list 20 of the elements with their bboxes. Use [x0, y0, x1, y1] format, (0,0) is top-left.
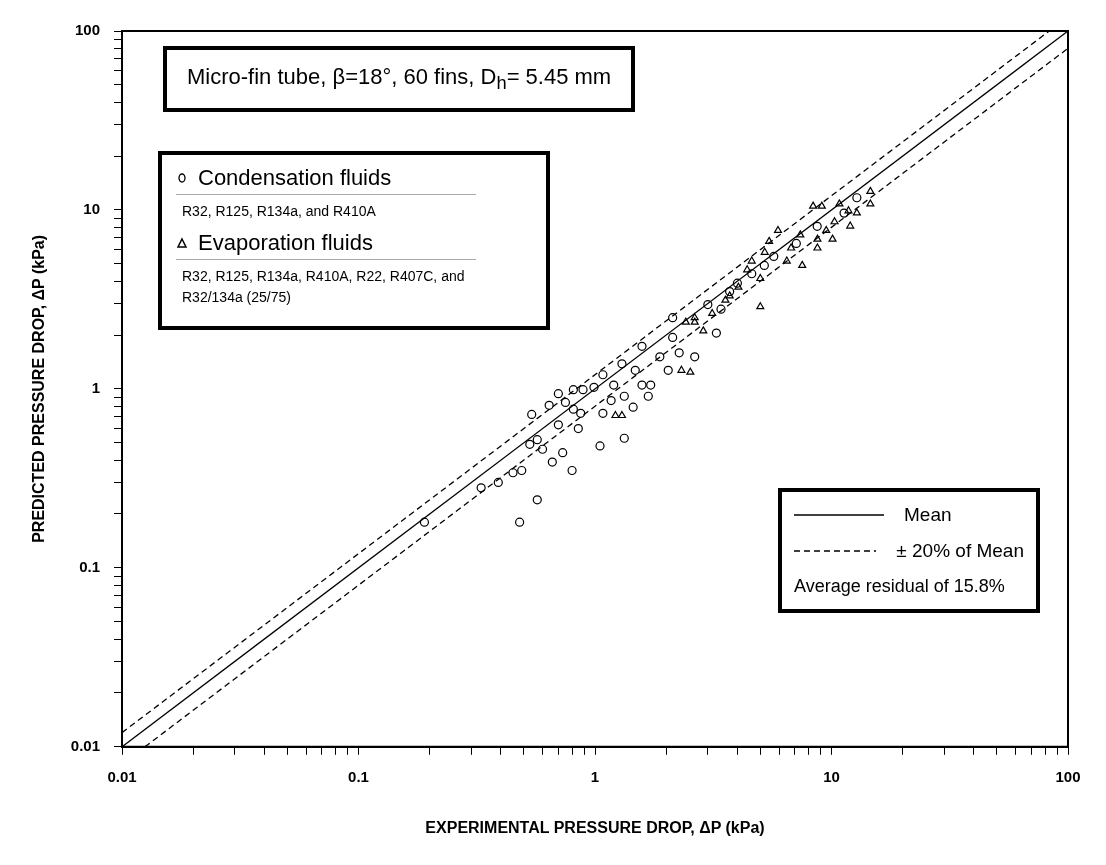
x-tick-label: 100 — [1055, 767, 1081, 785]
legend-label: Evaporation fluids — [176, 230, 476, 260]
y-tick-label: 0.01 — [70, 736, 100, 754]
legend-label: ± 20% of Mean — [895, 540, 1024, 562]
x-tick-label: 10 — [823, 767, 840, 785]
y-tick-label: 100 — [74, 21, 100, 39]
legend-label: Mean — [903, 504, 953, 526]
y-tick-label: 0.1 — [79, 557, 100, 575]
x-tick-label: 0.01 — [107, 767, 137, 785]
annotation: R32, R125, R134a, R410A, R22, R407C, and R32/134a (25/75) — [182, 267, 466, 307]
x-axis-title: EXPERIMENTAL PRESSURE DROP, ΔP (kPa) — [425, 818, 765, 836]
legend-label: Condensation fluids — [176, 165, 476, 195]
text: Micro-fin tube, β=18°, 60 fins, D$_{h}$= 5.45 mm — [163, 46, 636, 113]
y-tick-label: 1 — [91, 379, 100, 397]
x-tick-label: 1 — [590, 767, 600, 785]
x-tick-label: 0.1 — [348, 767, 369, 785]
y-axis-title: PREDICTED PRESSURE DROP, ΔP (kPa) — [30, 234, 48, 543]
annotation: Average residual of 15.8% — [794, 576, 1006, 597]
annotation: R32, R125, R134a, and R410A — [182, 202, 377, 221]
y-tick-label: 10 — [83, 200, 100, 218]
